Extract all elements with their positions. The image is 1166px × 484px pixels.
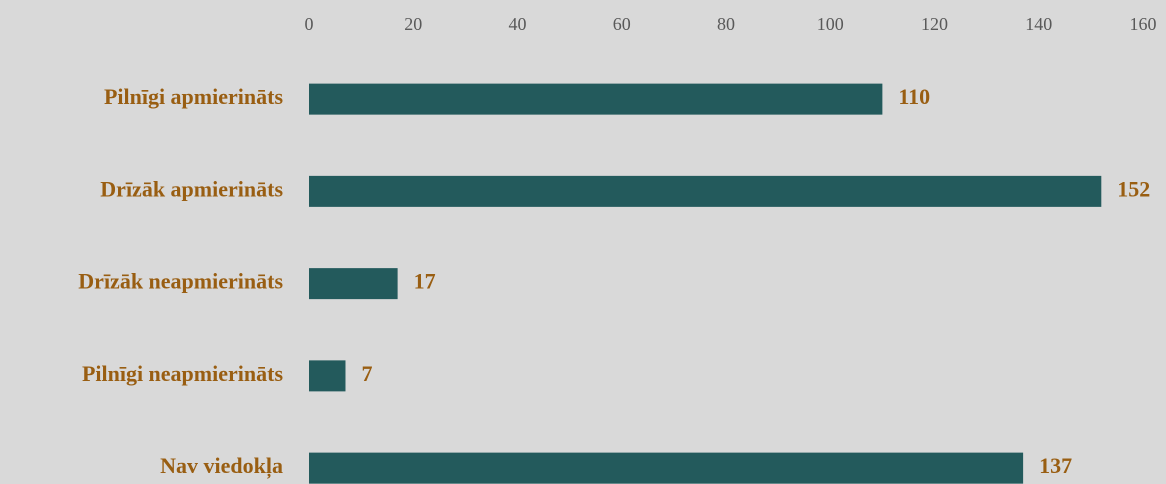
x-tick-label: 160 [1130, 14, 1157, 34]
category-label: Nav viedokļa [160, 453, 283, 479]
x-tick-label: 0 [305, 14, 314, 34]
bar [309, 360, 346, 392]
x-tick-label: 20 [404, 14, 422, 34]
x-tick-label: 120 [921, 14, 948, 34]
category-label: Drīzāk apmierināts [100, 176, 283, 201]
value-label: 110 [898, 84, 930, 109]
x-tick-label: 80 [717, 14, 735, 34]
bar [309, 175, 1102, 207]
x-tick-label: 40 [509, 14, 527, 34]
bar [309, 452, 1024, 484]
value-label: 17 [414, 269, 436, 294]
value-label: 137 [1039, 453, 1072, 478]
bar [309, 83, 883, 115]
x-tick-label: 140 [1025, 14, 1052, 34]
category-label: Drīzāk neapmierināts [78, 269, 283, 294]
value-label: 7 [361, 361, 372, 386]
bar [309, 268, 398, 300]
category-label: Pilnīgi apmierināts [104, 84, 284, 109]
x-tick-label: 100 [817, 14, 844, 34]
category-label: Pilnīgi neapmierināts [82, 361, 284, 386]
value-label: 152 [1117, 176, 1150, 201]
x-tick-label: 60 [613, 14, 631, 34]
